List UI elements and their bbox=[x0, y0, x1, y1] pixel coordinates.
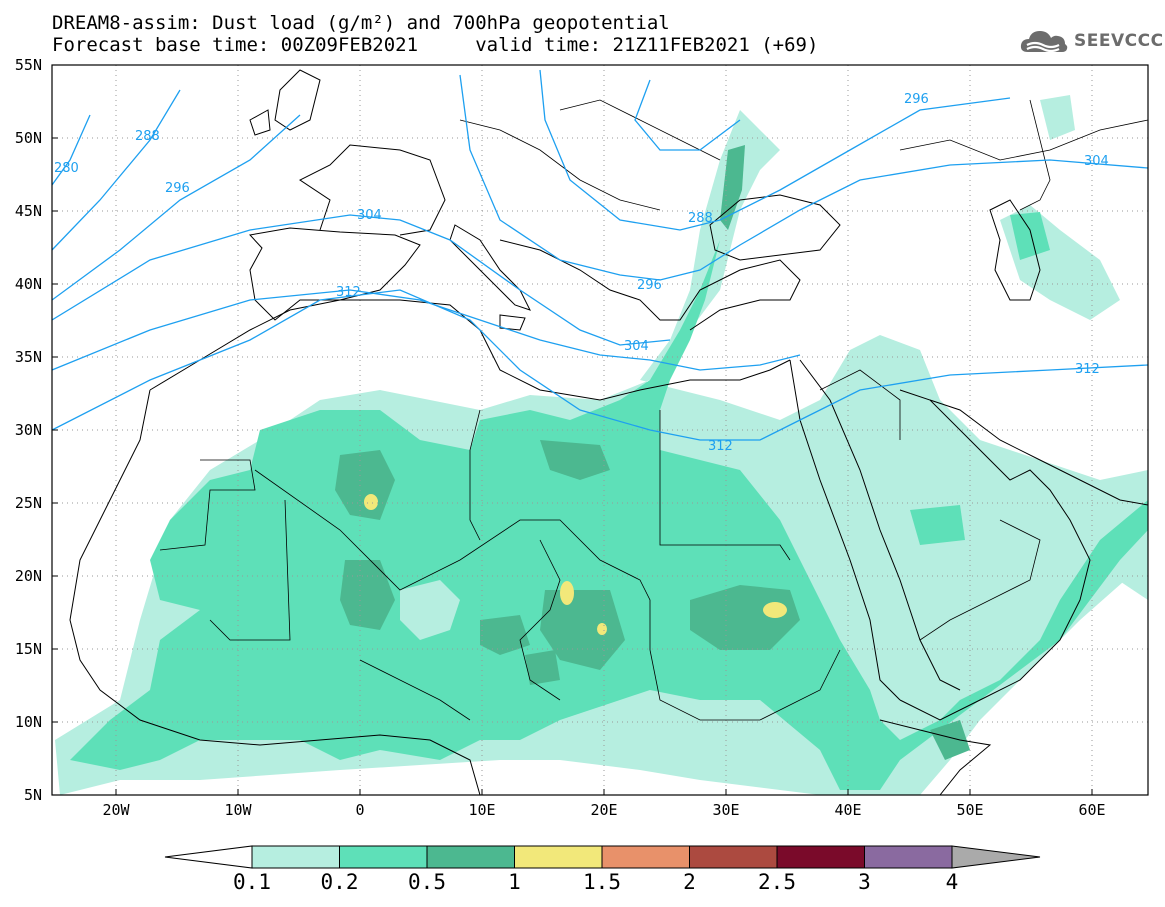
dust-shading-dark bbox=[335, 145, 970, 760]
lat-label: 40N bbox=[14, 275, 42, 293]
svg-text:312: 312 bbox=[1075, 362, 1100, 377]
lat-label: 5N bbox=[23, 786, 42, 804]
svg-text:296: 296 bbox=[904, 92, 929, 107]
svg-text:280: 280 bbox=[54, 161, 79, 176]
lat-label: 55N bbox=[14, 56, 42, 74]
colorbar-label: 0.5 bbox=[408, 870, 446, 894]
lat-label: 20N bbox=[14, 567, 42, 585]
lon-label: 50E bbox=[956, 801, 984, 819]
country-borders bbox=[159, 99, 1148, 721]
svg-text:296: 296 bbox=[165, 181, 190, 196]
lon-label: 30E bbox=[712, 801, 740, 819]
tick-marks bbox=[52, 64, 1093, 795]
colorbar-label: 2.5 bbox=[758, 870, 796, 894]
lat-label: 15N bbox=[14, 640, 42, 658]
contour-labels: 280 288 296 304 312 288 296 304 312 296 … bbox=[54, 92, 1109, 454]
lon-label: 10E bbox=[468, 801, 496, 819]
colorbar-label: 4 bbox=[945, 870, 959, 894]
lat-label: 35N bbox=[14, 348, 42, 366]
lat-label: 25N bbox=[14, 494, 42, 512]
map-title: DREAM8-assim: Dust load (g/m²) and 700hP… bbox=[52, 12, 670, 34]
svg-text:312: 312 bbox=[708, 439, 733, 454]
dust-shading-medium bbox=[70, 180, 1148, 790]
lat-label: 50N bbox=[14, 129, 42, 147]
lat-label: 10N bbox=[14, 713, 42, 731]
lon-label: 20E bbox=[590, 801, 618, 819]
dust-shading-high bbox=[364, 494, 787, 635]
colorbar-label: 1.5 bbox=[583, 870, 621, 894]
svg-text:304: 304 bbox=[1084, 154, 1109, 169]
lon-label: 20W bbox=[102, 801, 130, 819]
coastlines bbox=[69, 69, 1148, 795]
forecast-times: Forecast base time: 00Z09FEB2021 valid t… bbox=[52, 34, 819, 56]
colorbar-label: 1 bbox=[508, 870, 521, 894]
cloud-logo-icon bbox=[1020, 31, 1068, 53]
lon-label: 40E bbox=[834, 801, 862, 819]
lat-label: 30N bbox=[14, 421, 42, 439]
geopotential-contours bbox=[52, 69, 1148, 441]
colorbar-label: 3 bbox=[858, 870, 871, 894]
colorbar-label: 0.1 bbox=[233, 870, 271, 894]
svg-text:304: 304 bbox=[357, 208, 382, 223]
svg-text:296: 296 bbox=[637, 278, 662, 293]
logo-text: SEEVCCC bbox=[1074, 31, 1164, 51]
lon-label: 60E bbox=[1078, 801, 1106, 819]
colorbar-label: 2 bbox=[683, 870, 696, 894]
lon-label: 0 bbox=[355, 801, 365, 819]
svg-text:304: 304 bbox=[624, 339, 649, 354]
svg-text:288: 288 bbox=[135, 129, 160, 144]
lon-label: 10W bbox=[224, 801, 252, 819]
gridlines bbox=[52, 65, 1148, 795]
colorbar-label: 0.2 bbox=[320, 870, 359, 894]
lat-label: 45N bbox=[14, 202, 42, 220]
svg-text:312: 312 bbox=[336, 285, 361, 300]
svg-text:288: 288 bbox=[688, 211, 713, 226]
seevccc-logo: SEEVCCC bbox=[1018, 26, 1164, 56]
